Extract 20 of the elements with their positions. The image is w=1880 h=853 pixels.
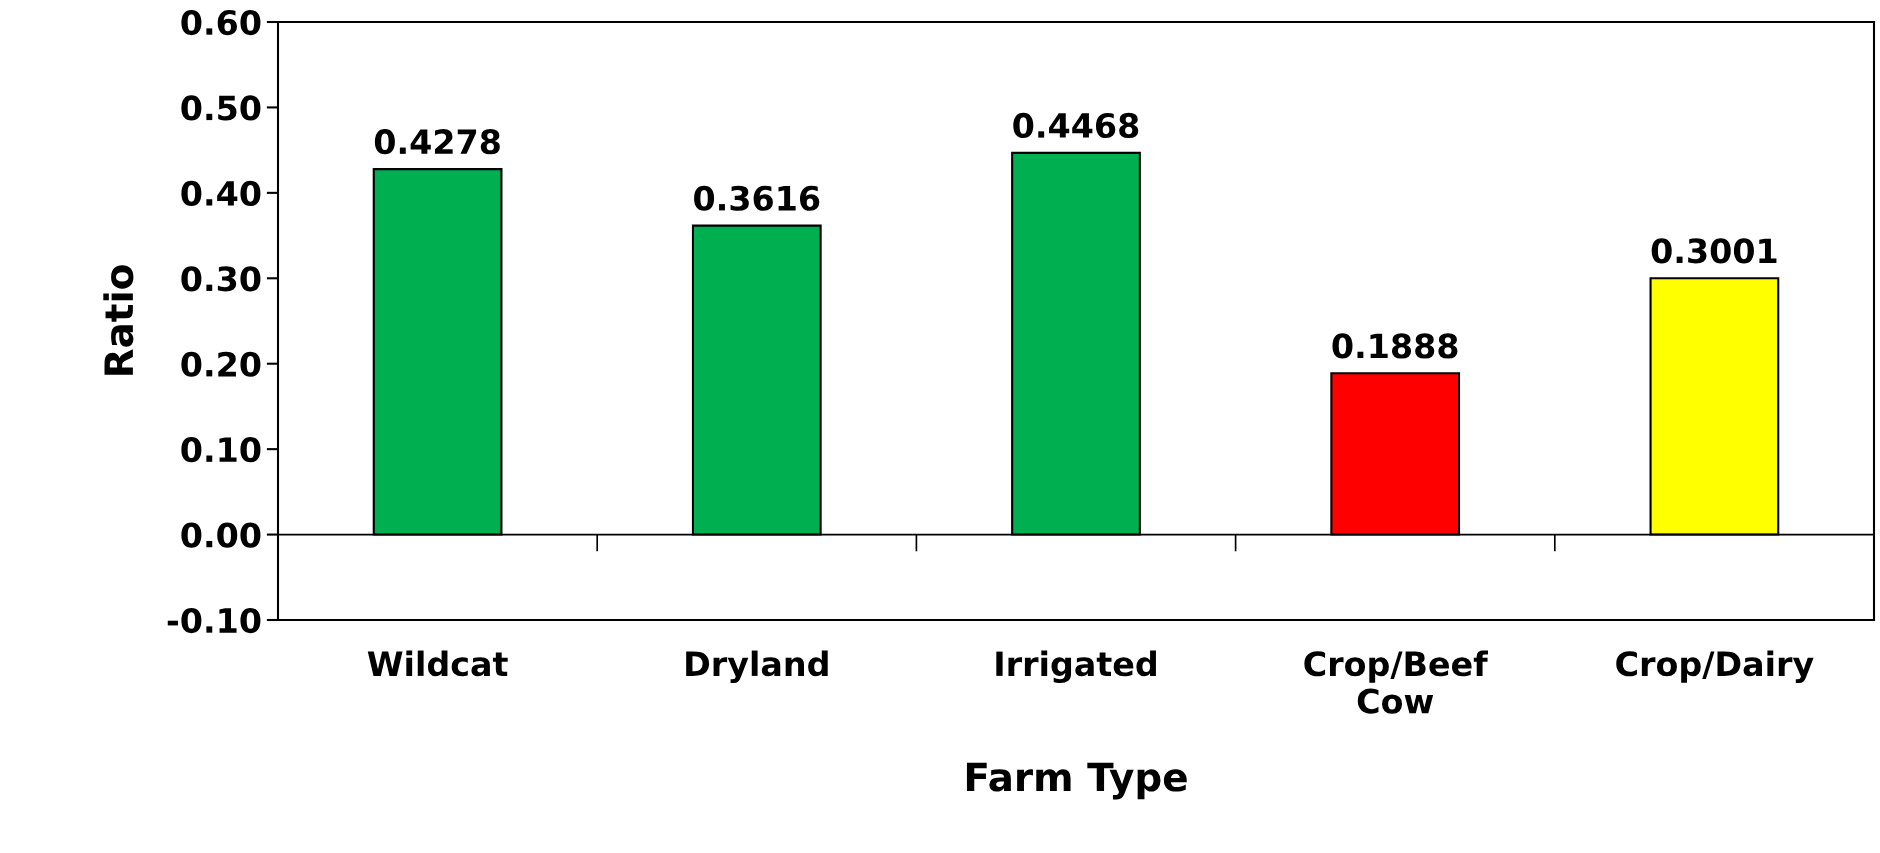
y-tick-label: 0.10 bbox=[181, 437, 261, 463]
x-tick-label: Crop/Dairy bbox=[1616, 650, 1814, 684]
y-tick-label: -0.10 bbox=[167, 607, 261, 634]
y-tick-label: 0.00 bbox=[181, 522, 261, 548]
y-tick-label: 0.40 bbox=[181, 180, 261, 206]
y-tick-label: 0.50 bbox=[181, 95, 261, 121]
x-tick-label: Crop/Beef Cow bbox=[1304, 650, 1488, 714]
y-tick-label: 0.30 bbox=[181, 266, 261, 292]
data-label: 0.3616 bbox=[694, 185, 820, 211]
data-label: 0.4278 bbox=[374, 129, 500, 155]
x-tick-label: Irrigated bbox=[996, 650, 1156, 684]
x-axis-title: Farm Type bbox=[966, 762, 1187, 800]
x-tick-label: Dryland bbox=[686, 650, 828, 684]
data-label: 0.1888 bbox=[1332, 333, 1458, 359]
y-axis-title: Ratio bbox=[103, 265, 134, 375]
data-label: 0.4468 bbox=[1013, 112, 1139, 139]
y-tick-label: 0.60 bbox=[181, 9, 261, 36]
y-tick-label: 0.20 bbox=[181, 351, 261, 377]
x-tick-label: Wildcat bbox=[367, 650, 508, 677]
data-label: 0.3001 bbox=[1651, 238, 1777, 264]
